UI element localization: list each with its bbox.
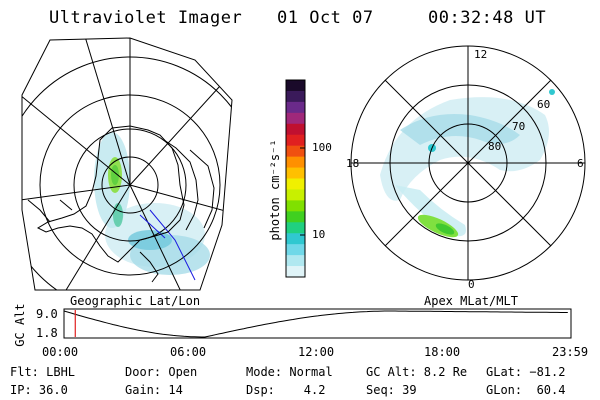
image-date: 01 Oct 07 bbox=[277, 8, 374, 28]
time-tick-1800: 18:00 bbox=[424, 345, 461, 359]
seq-info: Seq: 39 bbox=[366, 383, 417, 397]
altitude-curve bbox=[63, 310, 568, 338]
instrument-title: Ultraviolet Imager bbox=[49, 8, 243, 28]
colorbar-segment bbox=[286, 189, 305, 201]
colorbar-segment bbox=[286, 101, 305, 114]
colorbar-segment bbox=[286, 178, 305, 190]
time-tick-0000: 00:00 bbox=[42, 345, 79, 359]
dsp-info: Dsp: 4.2 bbox=[246, 383, 326, 397]
colorbar-segment bbox=[286, 112, 305, 125]
colorbar-segment bbox=[286, 244, 305, 256]
altitude-ylabel: GC Alt bbox=[13, 303, 27, 347]
geo-grid bbox=[22, 38, 232, 290]
colorbar-segment bbox=[286, 145, 305, 158]
colorbar-segment bbox=[286, 167, 305, 179]
mlat-label-70: 70 bbox=[512, 120, 526, 133]
colorbar-segment bbox=[286, 156, 305, 169]
colorbar-tick-10: 10 bbox=[312, 228, 326, 241]
colorbar-segment bbox=[286, 266, 305, 278]
gain-info: Gain: 14 bbox=[125, 383, 183, 397]
time-tick-0600: 06:00 bbox=[170, 345, 207, 359]
mlt-label-6: 6 bbox=[577, 157, 584, 170]
colorbar-segment bbox=[286, 211, 305, 223]
ip-info: IP: 36.0 bbox=[10, 383, 68, 397]
filter-info: Flt: LBHL bbox=[10, 365, 76, 379]
colorbar-segment bbox=[286, 255, 305, 267]
colorbar-segment bbox=[286, 222, 305, 234]
glon-info: GLon: 60.4 bbox=[486, 383, 566, 397]
altitude-plot bbox=[63, 308, 572, 339]
apex-map bbox=[350, 45, 586, 281]
mlt-label-18: 18 bbox=[346, 157, 360, 170]
colorbar-segment bbox=[286, 90, 305, 103]
time-tick-2359: 23:59 bbox=[552, 345, 589, 359]
glat-info: GLat: −81.2 bbox=[486, 365, 566, 379]
colorbar-segment bbox=[286, 123, 305, 136]
apex-aurora-emission bbox=[380, 89, 555, 238]
colorbar-segment bbox=[286, 233, 305, 245]
geographic-map bbox=[21, 37, 233, 291]
colorbar-tick-marks bbox=[300, 147, 305, 236]
geo-map-label: Geographic Lat/Lon bbox=[70, 294, 201, 308]
time-tick-1200: 12:00 bbox=[298, 345, 335, 359]
gc-alt-info: GC Alt: 8.2 Re bbox=[366, 365, 468, 379]
altitude-ytick-9: 9.0 bbox=[36, 307, 58, 321]
mlat-label-80: 80 bbox=[488, 140, 502, 153]
door-info: Door: Open bbox=[125, 365, 198, 379]
geo-aurora-emission bbox=[94, 132, 210, 275]
colorbar-segment bbox=[286, 134, 305, 147]
colorbar-unit-label: photon cm⁻²s⁻¹ bbox=[268, 139, 282, 241]
image-time: 00:32:48 UT bbox=[428, 8, 547, 28]
colorbar-frame bbox=[285, 79, 306, 278]
mlt-label-12: 12 bbox=[474, 48, 488, 61]
apex-map-label: Apex MLat/MLT bbox=[424, 294, 518, 308]
colorbar bbox=[285, 79, 306, 278]
apex-grid bbox=[350, 45, 586, 281]
mlat-label-60: 60 bbox=[537, 98, 551, 111]
coastline-outline bbox=[27, 125, 215, 283]
colorbar-segment bbox=[286, 80, 305, 92]
colorbar-tick-100: 100 bbox=[312, 141, 332, 154]
mode-info: Mode: Normal bbox=[246, 365, 333, 379]
mlt-label-0: 0 bbox=[468, 278, 475, 291]
altitude-ytick-1-8: 1.8 bbox=[36, 326, 58, 340]
colorbar-segment bbox=[286, 200, 305, 212]
